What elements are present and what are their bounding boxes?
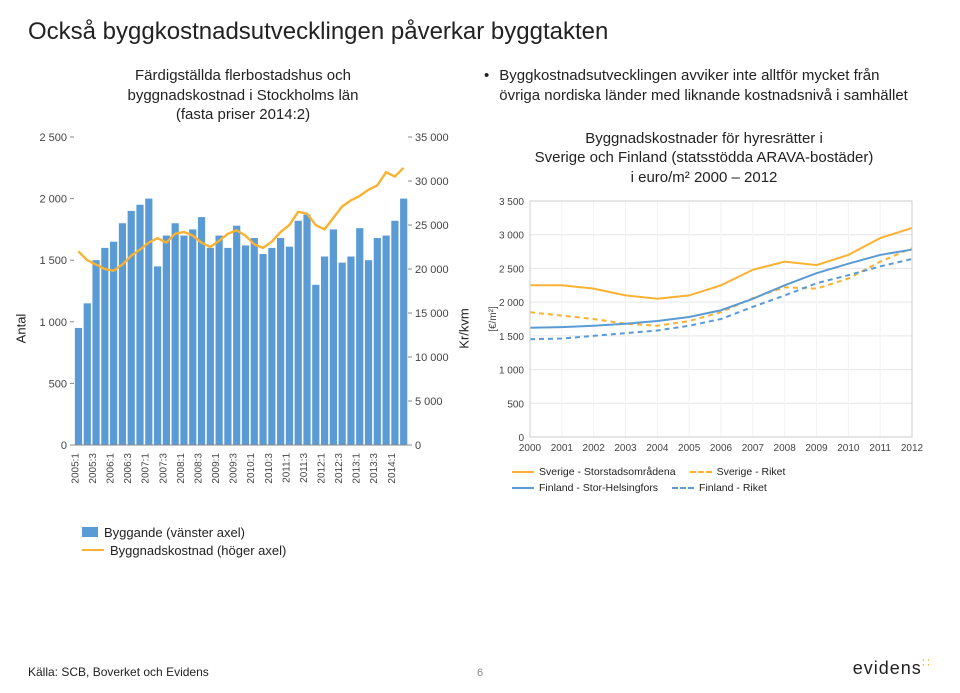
- left-chart-block: Färdigställda flerbostadshus och byggnad…: [28, 66, 458, 558]
- svg-text:25 000: 25 000: [415, 220, 449, 232]
- text: Byggnadskostnader för hyresrätter i: [585, 130, 823, 147]
- legend-line-icon: [512, 487, 534, 489]
- svg-text:2001: 2001: [551, 443, 574, 454]
- svg-text:2009: 2009: [805, 443, 828, 454]
- dots-icon: ∶∶: [922, 656, 932, 670]
- text: Byggkostnadsutvecklingen avviker inte al…: [499, 66, 924, 107]
- svg-text:30 000: 30 000: [415, 176, 449, 188]
- text: Sverige och Finland (statsstödda ARAVA-b…: [535, 149, 874, 166]
- svg-text:2 000: 2 000: [499, 298, 524, 309]
- legend-label: Byggnadskostnad (höger axel): [110, 543, 286, 558]
- svg-text:2010:3: 2010:3: [264, 452, 275, 483]
- legend-label: Finland - Riket: [699, 482, 767, 494]
- slide-title: Också byggkostnadsutvecklingen påverkar …: [28, 18, 932, 46]
- svg-text:2011:1: 2011:1: [281, 452, 292, 482]
- legend-label: Finland - Stor-Helsingfors: [539, 482, 658, 494]
- text: (fasta priser 2014:2): [176, 106, 310, 123]
- svg-text:2004: 2004: [646, 443, 669, 454]
- svg-text:2014:1: 2014:1: [387, 452, 398, 483]
- svg-text:2011:3: 2011:3: [299, 452, 310, 482]
- svg-text:2007: 2007: [742, 443, 765, 454]
- text: i euro/m² 2000 – 2012: [631, 169, 778, 186]
- svg-text:2010:1: 2010:1: [246, 452, 257, 483]
- svg-text:20 000: 20 000: [415, 264, 449, 276]
- svg-text:5 000: 5 000: [415, 396, 443, 408]
- svg-text:2010: 2010: [837, 443, 860, 454]
- legend-label: Byggande (vänster axel): [104, 525, 245, 540]
- svg-text:[€/m²]: [€/m²]: [488, 306, 499, 332]
- legend-line-icon: [690, 471, 712, 473]
- left-chart-svg: 0 500 1 000 1 500 2 000 2 500 0 5 000 10 000 15 0…: [28, 131, 458, 521]
- legend-line-icon: [512, 471, 534, 473]
- svg-text:2006:3: 2006:3: [123, 452, 134, 483]
- source-text: Källa: SCB, Boverket och Evidens: [28, 665, 209, 679]
- svg-text:0: 0: [61, 440, 67, 452]
- bullet-icon: •: [484, 66, 489, 86]
- svg-text:2011: 2011: [869, 443, 891, 454]
- svg-text:15 000: 15 000: [415, 308, 449, 320]
- text: Färdigställda flerbostadshus och: [135, 67, 351, 84]
- svg-text:10 000: 10 000: [415, 352, 449, 364]
- svg-text:2008:1: 2008:1: [176, 452, 187, 483]
- y1-axis-label: Antal: [13, 313, 28, 343]
- svg-text:2012:1: 2012:1: [317, 452, 328, 483]
- svg-text:3 000: 3 000: [499, 231, 524, 242]
- svg-text:3 500: 3 500: [499, 197, 524, 208]
- y2-axis-label: Kr/kvm: [456, 308, 471, 348]
- svg-text:2005:1: 2005:1: [70, 452, 81, 483]
- svg-text:1 500: 1 500: [499, 332, 524, 343]
- svg-text:2012:3: 2012:3: [334, 452, 345, 483]
- legend-swatch-line: [82, 549, 104, 551]
- svg-text:2 500: 2 500: [499, 264, 524, 275]
- legend-line-icon: [672, 487, 694, 489]
- right-legend: Sverige - Storstadsområdena Sverige - Ri…: [512, 466, 924, 494]
- svg-text:1 000: 1 000: [499, 366, 524, 377]
- right-chart-title: Byggnadskostnader för hyresrätter i Sver…: [484, 129, 924, 188]
- svg-text:35 000: 35 000: [415, 132, 449, 144]
- svg-text:2007:3: 2007:3: [158, 452, 169, 483]
- svg-text:2013:3: 2013:3: [369, 452, 380, 483]
- left-legend: Byggande (vänster axel) Byggnadskostnad …: [82, 525, 458, 558]
- svg-text:2007:1: 2007:1: [141, 452, 152, 483]
- svg-text:2008: 2008: [774, 443, 797, 454]
- svg-text:1 500: 1 500: [39, 255, 67, 267]
- bullet-text: • Byggkostnadsutvecklingen avviker inte …: [484, 66, 924, 107]
- right-column: • Byggkostnadsutvecklingen avviker inte …: [484, 66, 924, 558]
- text: byggnadskostnad i Stockholms län: [128, 87, 359, 104]
- svg-text:2003: 2003: [614, 443, 637, 454]
- svg-text:2006: 2006: [710, 443, 733, 454]
- svg-text:1 000: 1 000: [39, 316, 67, 328]
- legend-swatch-bar: [82, 527, 98, 537]
- svg-text:2 500: 2 500: [39, 132, 67, 144]
- svg-text:2013:1: 2013:1: [352, 452, 363, 483]
- svg-text:2002: 2002: [583, 443, 606, 454]
- svg-text:0: 0: [415, 440, 421, 452]
- legend-label: Sverige - Riket: [717, 466, 786, 478]
- brand-logo: evidens∶∶: [853, 656, 932, 679]
- svg-text:500: 500: [49, 378, 67, 390]
- legend-label: Sverige - Storstadsområdena: [539, 466, 676, 478]
- svg-text:2000: 2000: [519, 443, 542, 454]
- svg-text:2012: 2012: [901, 443, 924, 454]
- svg-text:2005:3: 2005:3: [88, 452, 99, 483]
- svg-text:2006:1: 2006:1: [106, 452, 117, 483]
- svg-text:500: 500: [507, 399, 524, 410]
- svg-text:2005: 2005: [678, 443, 701, 454]
- svg-text:2 000: 2 000: [39, 193, 67, 205]
- svg-text:2009:3: 2009:3: [229, 452, 240, 483]
- right-chart-svg: 05001 0001 5002 0002 5003 0003 500[€/m²]…: [484, 193, 924, 463]
- page-number: 6: [477, 667, 483, 679]
- svg-text:2008:3: 2008:3: [193, 452, 204, 483]
- left-chart-title: Färdigställda flerbostadshus och byggnad…: [28, 66, 458, 125]
- svg-text:2009:1: 2009:1: [211, 452, 222, 483]
- brand-text: evidens: [853, 658, 922, 678]
